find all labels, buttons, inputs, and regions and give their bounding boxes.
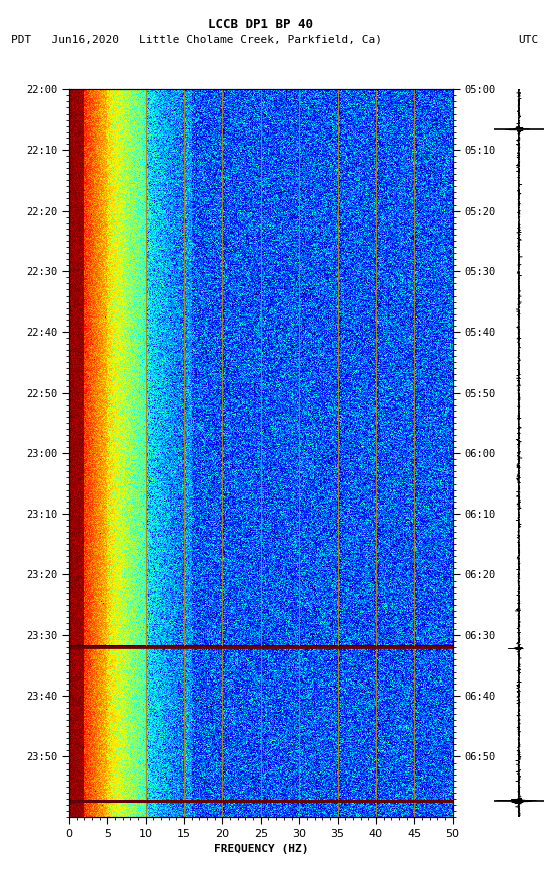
Text: UTC: UTC	[518, 35, 538, 45]
Text: LCCB DP1 BP 40: LCCB DP1 BP 40	[208, 18, 314, 31]
Text: Little Cholame Creek, Parkfield, Ca): Little Cholame Creek, Parkfield, Ca)	[139, 35, 383, 45]
X-axis label: FREQUENCY (HZ): FREQUENCY (HZ)	[214, 845, 308, 855]
Text: USGS: USGS	[27, 13, 57, 25]
Text: PDT   Jun16,2020: PDT Jun16,2020	[11, 35, 119, 45]
